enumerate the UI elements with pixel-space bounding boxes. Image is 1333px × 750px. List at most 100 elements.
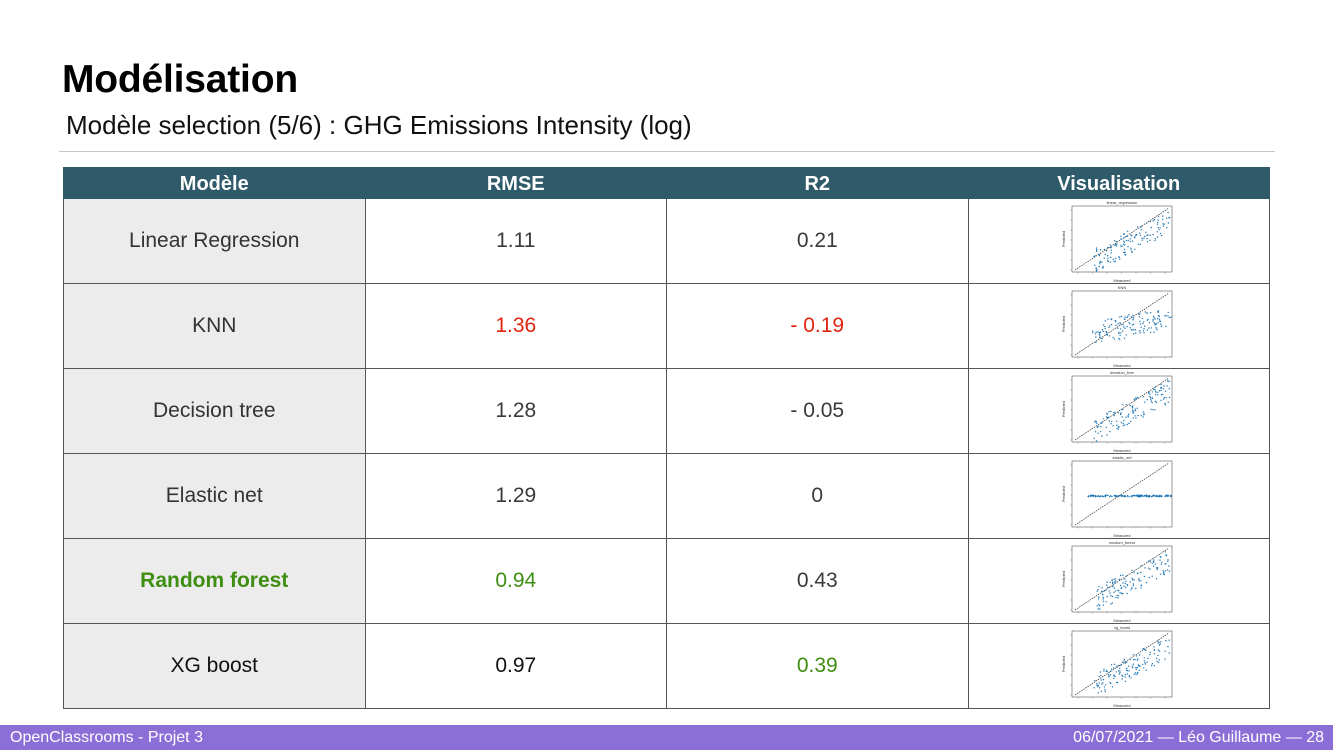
scatter-point [1119, 574, 1122, 577]
scatter-point [1159, 556, 1162, 558]
model-name-cell: Random forest [63, 538, 366, 624]
scatter-point [1133, 248, 1136, 251]
scatter-point [1170, 316, 1172, 318]
scatter-point [1120, 238, 1122, 240]
scatter-point [1160, 399, 1162, 401]
scatter-point [1098, 254, 1100, 257]
scatter-point [1139, 332, 1141, 334]
scatter-point [1143, 575, 1145, 578]
scatter-point [1121, 574, 1124, 576]
scatter-point [1132, 658, 1135, 661]
scatter-point [1118, 338, 1121, 341]
scatter-point [1132, 323, 1134, 325]
scatter-point [1123, 424, 1126, 426]
scatter-point [1115, 666, 1117, 668]
scatter-point [1149, 331, 1152, 333]
scatter-point [1136, 572, 1138, 575]
scatter-point [1114, 260, 1116, 262]
scatter-point [1098, 682, 1100, 684]
model-name-cell: Linear Regression [63, 198, 366, 284]
scatter-point [1126, 496, 1129, 498]
scatter-point [1112, 336, 1114, 339]
scatter-point [1097, 495, 1099, 497]
scatter-point [1158, 644, 1160, 646]
scatter-point [1115, 243, 1118, 245]
scatter-point [1112, 677, 1115, 680]
model-name-cell: Decision tree [63, 368, 366, 454]
scatter-point [1135, 494, 1138, 496]
scatter-point [1142, 237, 1145, 239]
scatter-point [1124, 327, 1126, 329]
scatter-point [1117, 665, 1119, 667]
scatter-point [1138, 669, 1140, 671]
scatter-point [1104, 320, 1106, 322]
scatter-point [1097, 685, 1099, 688]
scatter-point [1167, 211, 1169, 214]
scatter-point [1152, 319, 1154, 321]
scatter-point [1101, 266, 1104, 268]
plot-title: KNN [1118, 285, 1127, 290]
scatter-point [1130, 234, 1132, 236]
scatter-point [1095, 267, 1097, 269]
scatter-point [1110, 323, 1112, 326]
scatter-point [1147, 392, 1150, 394]
scatter-point [1123, 337, 1125, 339]
table-row: XG boost 0.97 0.39 xg_boost Measured Predicte… [63, 623, 1270, 709]
scatter-point [1129, 238, 1131, 240]
scatter-point [1146, 319, 1148, 321]
scatter-point [1117, 494, 1120, 497]
scatter-point [1108, 411, 1110, 413]
scatter-point [1123, 660, 1125, 662]
scatter-point [1157, 215, 1160, 217]
scatter-point [1143, 327, 1145, 330]
scatter-point [1148, 576, 1150, 579]
scatter-point [1146, 241, 1148, 243]
scatter-point [1109, 410, 1112, 413]
scatter-point [1143, 660, 1145, 662]
scatter-point [1099, 249, 1101, 251]
scatter-point [1124, 582, 1126, 585]
scatter-point [1110, 318, 1113, 320]
scatter-point [1145, 669, 1147, 671]
scatter-point [1155, 567, 1157, 569]
scatter-point [1118, 670, 1121, 672]
scatter-point [1156, 231, 1158, 233]
scatter-point [1165, 397, 1167, 399]
scatter-point [1098, 608, 1101, 610]
scatter-point [1118, 667, 1121, 669]
scatter-point [1119, 664, 1122, 666]
scatter-point [1153, 665, 1155, 667]
scatter-point [1164, 639, 1167, 642]
scatter-point [1149, 651, 1151, 653]
scatter-point [1153, 495, 1156, 497]
scatter-point [1102, 596, 1104, 598]
scatter-point [1164, 551, 1166, 553]
scatter-point [1163, 573, 1165, 576]
scatter-point [1149, 561, 1151, 563]
scatter-point [1144, 231, 1147, 233]
scatter-point [1098, 334, 1101, 336]
scatter-point [1129, 240, 1131, 243]
scatter-plot-thumbnail: elastic_net Measured Predicted [1062, 455, 1173, 538]
scatter-point [1152, 315, 1155, 317]
scatter-point [1118, 673, 1120, 675]
scatter-point [1154, 394, 1157, 396]
scatter-point [1131, 577, 1133, 580]
scatter-point [1127, 422, 1130, 425]
scatter-point [1162, 225, 1164, 227]
scatter-point [1134, 672, 1136, 674]
scatter-point [1148, 495, 1150, 497]
scatter-point [1098, 335, 1101, 337]
plot-x-label: Measured [1113, 704, 1130, 708]
scatter-point [1117, 425, 1120, 428]
scatter-point [1120, 674, 1123, 676]
scatter-point [1119, 328, 1122, 330]
plot-x-label: Measured [1113, 534, 1130, 538]
scatter-point [1127, 416, 1129, 418]
scatter-point [1115, 495, 1118, 497]
scatter-point [1138, 580, 1140, 582]
scatter-point [1132, 333, 1135, 335]
scatter-point [1149, 220, 1151, 223]
scatter-point [1136, 659, 1138, 661]
scatter-point [1143, 657, 1145, 659]
